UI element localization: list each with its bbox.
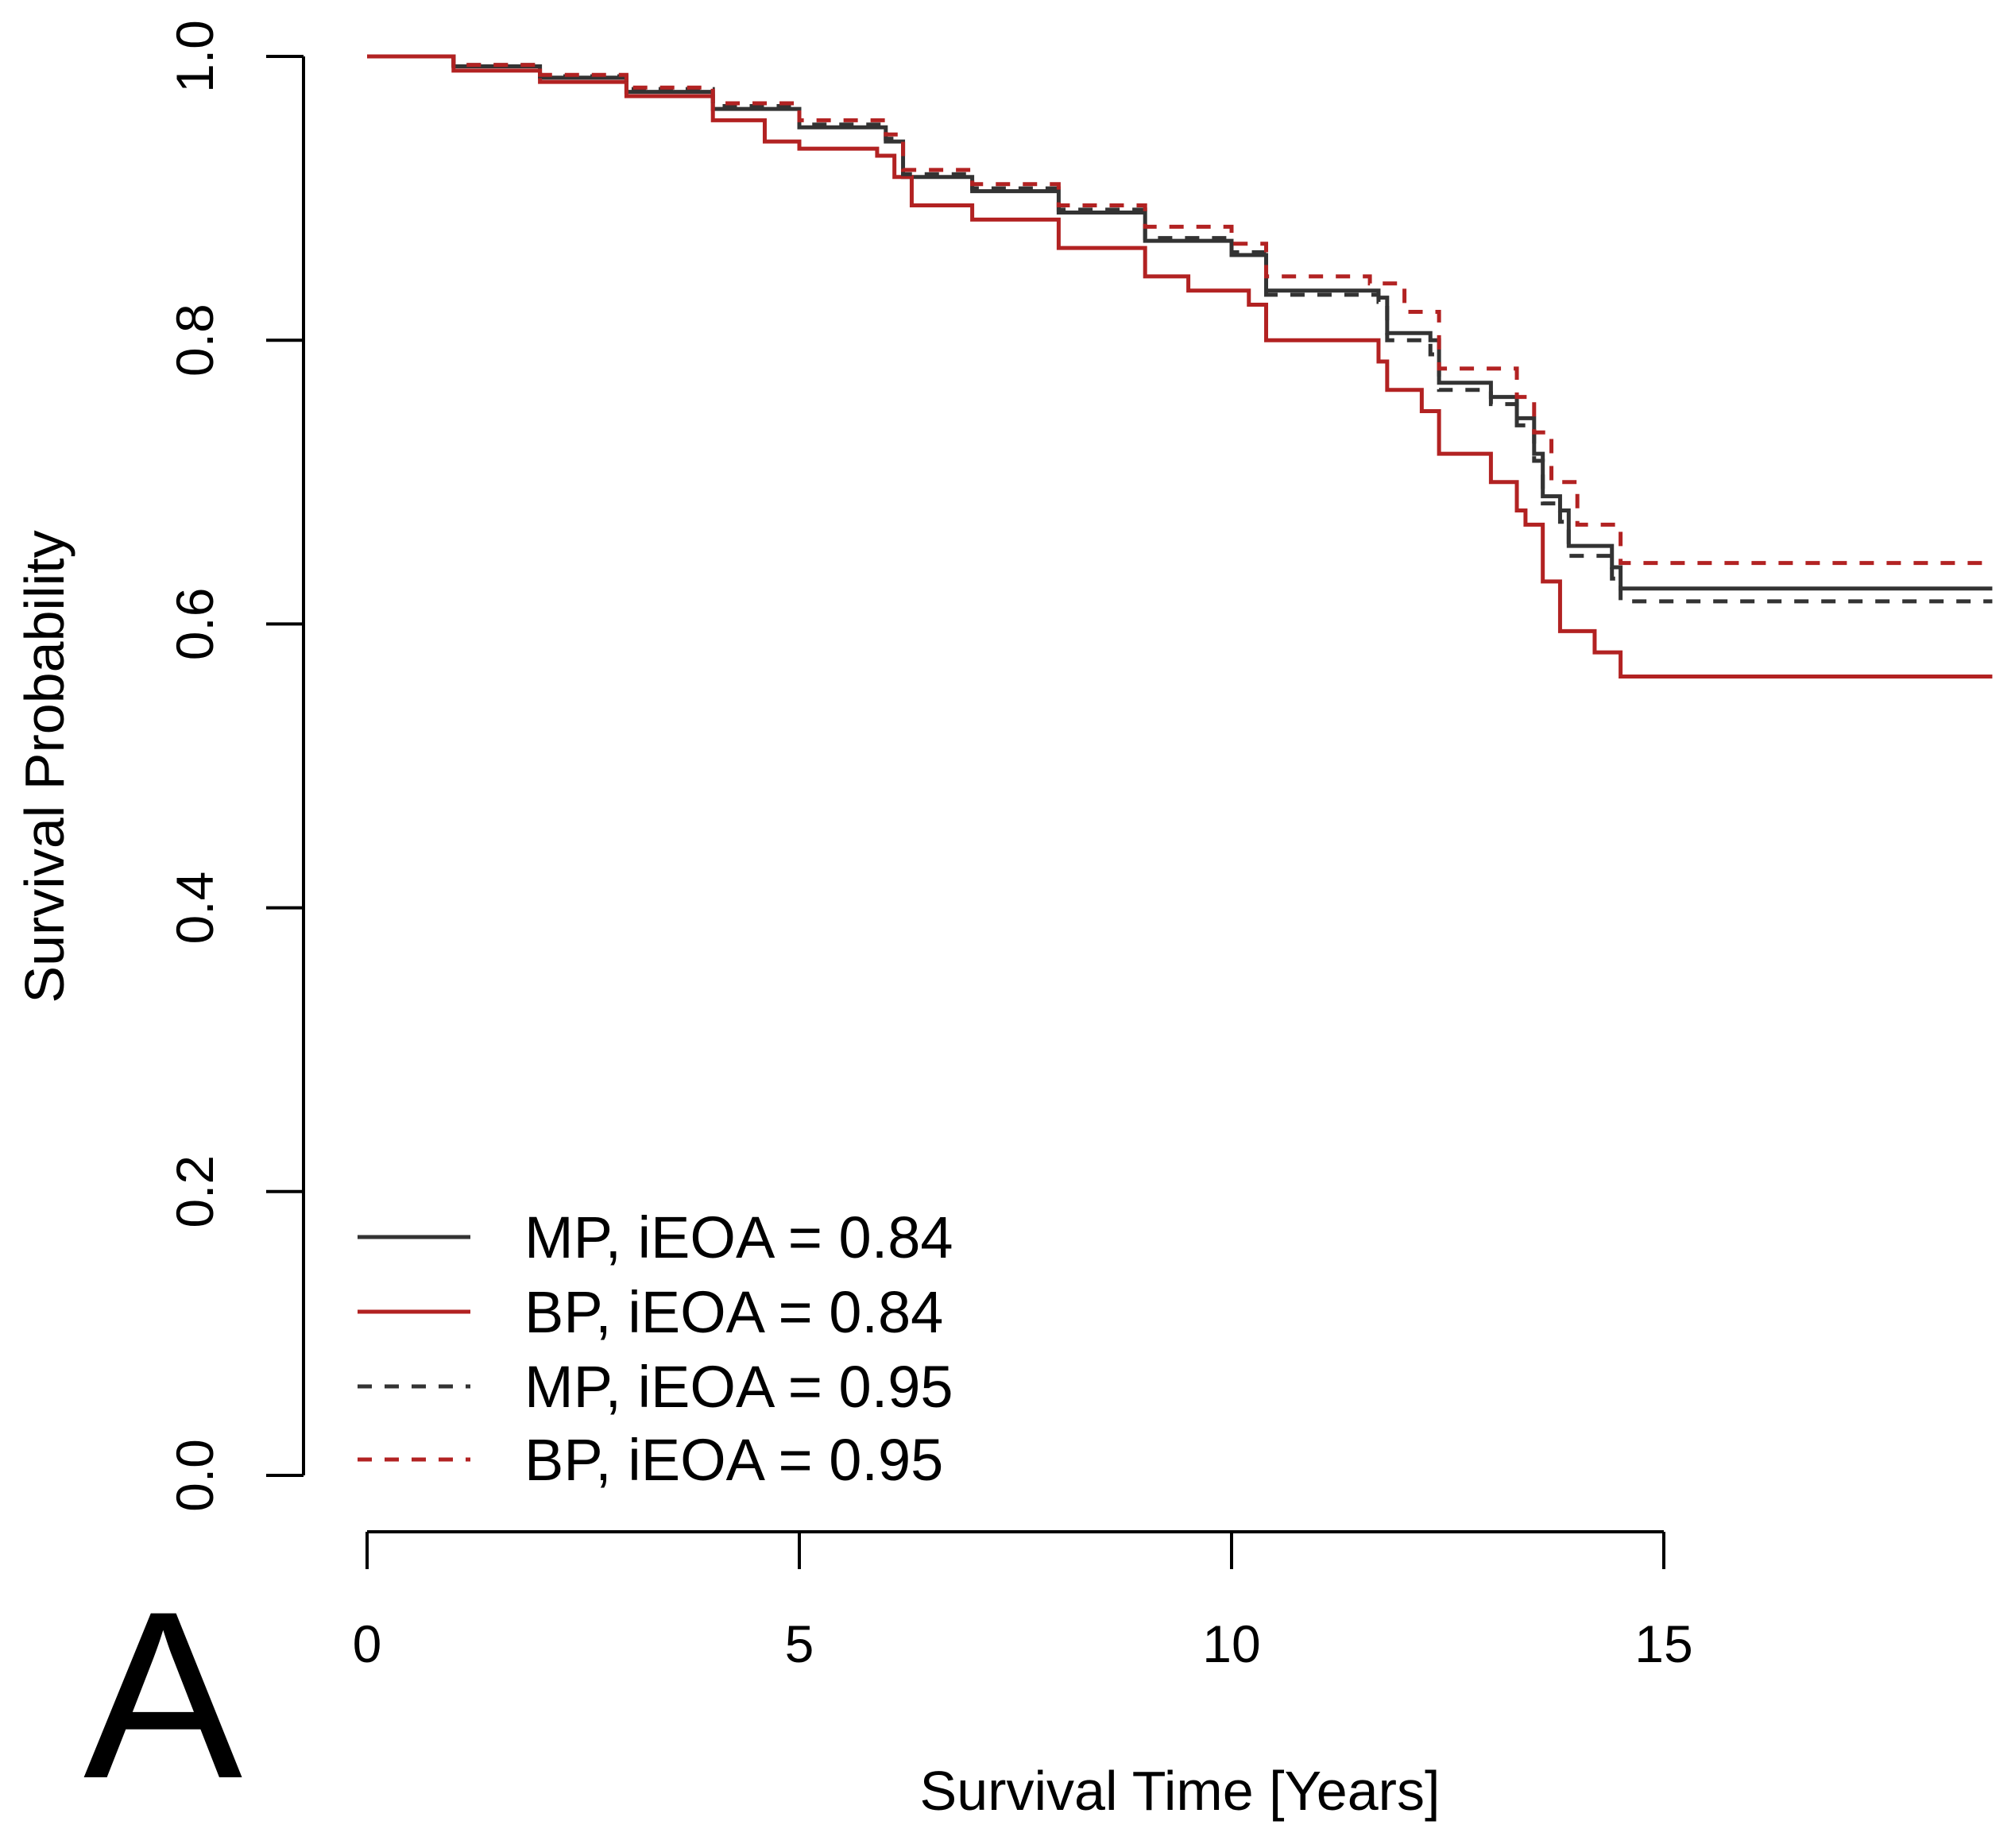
legend-label: BP, iEOA = 0.84 [524, 1279, 943, 1345]
y-tick-label: 0.4 [165, 872, 224, 945]
x-tick-label: 5 [785, 1614, 814, 1673]
legend: MP, iEOA = 0.84 BP, iEOA = 0.84 MP, iEOA =… [358, 1204, 953, 1493]
y-tick-label: 1.0 [165, 20, 224, 93]
y-axis-title: Survival Probability [14, 530, 75, 1003]
y-tick-label: 0.8 [165, 303, 224, 377]
y-tick-label: 0.0 [165, 1439, 224, 1512]
series-line-4 [367, 54, 1993, 566]
legend-label: MP, iEOA = 0.95 [524, 1354, 953, 1420]
x-tick-label: 0 [353, 1614, 382, 1673]
survival-curves [367, 54, 1993, 679]
series-line-2 [367, 54, 1993, 679]
y-axis: 0.0 0.2 0.4 0.6 0.8 1.0 [165, 20, 305, 1512]
y-tick-label: 0.6 [165, 588, 224, 661]
x-axis-title: Survival Time [Years] [920, 1760, 1441, 1822]
panel-label: A [83, 1561, 244, 1828]
legend-label: BP, iEOA = 0.95 [524, 1427, 943, 1493]
series-line-3 [367, 54, 1993, 604]
series-line-1 [367, 54, 1993, 591]
legend-label: MP, iEOA = 0.84 [524, 1204, 953, 1270]
x-axis: 0 5 10 15 [353, 1530, 1693, 1673]
x-tick-label: 10 [1202, 1614, 1260, 1673]
y-tick-label: 0.2 [165, 1155, 224, 1228]
x-tick-label: 15 [1634, 1614, 1692, 1673]
